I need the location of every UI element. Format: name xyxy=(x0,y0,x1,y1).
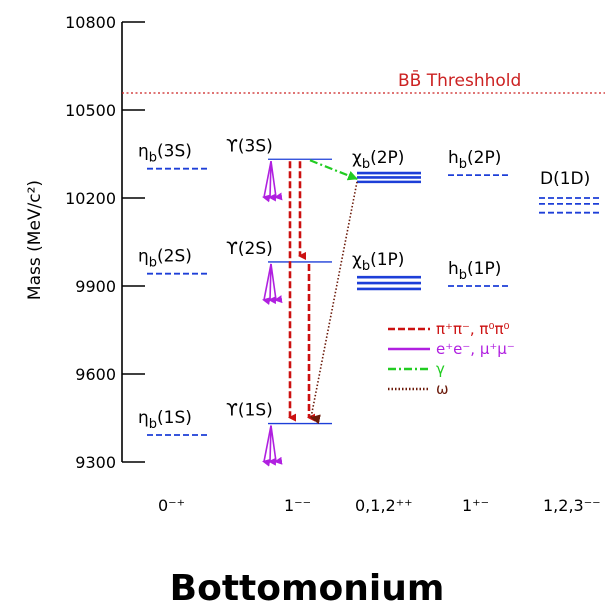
transition-leptonic-0-1 xyxy=(268,161,277,202)
transition-leptonic-0-0 xyxy=(262,161,272,203)
transition-chib2P-1S-omega xyxy=(310,181,358,425)
diagram-title: Bottomonium xyxy=(170,568,445,609)
y-axis-label: Mass (MeV/c²) xyxy=(25,180,45,300)
y-tick-label-10500: 10500 xyxy=(65,101,116,120)
label-etab_1S: ηb(1S) xyxy=(138,408,192,432)
legend-label-2: γ xyxy=(436,360,445,378)
energy-levels xyxy=(147,158,601,436)
label-hb_2P: hb(2P) xyxy=(448,148,501,172)
transitions xyxy=(262,159,358,467)
jpc-label-2: 0,1,2⁺⁺ xyxy=(355,496,413,515)
transition-3S-chib2P-gamma xyxy=(309,159,358,181)
transition-leptonic-2-2 xyxy=(270,425,283,465)
legend-label-3: ω xyxy=(436,380,449,398)
jpc-label-0: 0⁻⁺ xyxy=(158,496,185,515)
y-tick-label-9600: 9600 xyxy=(75,365,116,384)
y-tick-label-9300: 9300 xyxy=(75,453,116,472)
label-etab_2S: ηb(2S) xyxy=(138,247,192,271)
y-tick-label-9900: 9900 xyxy=(75,277,116,296)
jpc-label-3: 1⁺⁻ xyxy=(462,496,489,515)
jpc-labels: 0⁻⁺ 1⁻⁻ 0,1,2⁺⁺ 1⁺⁻ 1,2,3⁻⁻ xyxy=(158,496,601,515)
transition-leptonic-0-2 xyxy=(270,161,283,201)
jpc-label-1: 1⁻⁻ xyxy=(284,496,311,515)
threshold-label: BB̄ Threshhold xyxy=(398,69,521,91)
y-tick-label-10800: 10800 xyxy=(65,13,116,32)
transition-leptonic-2-0 xyxy=(262,425,272,467)
legend: π⁺π⁻, π⁰π⁰ e⁺e⁻, μ⁺μ⁻ γω xyxy=(388,320,515,398)
jpc-label-4: 1,2,3⁻⁻ xyxy=(543,496,601,515)
label-ups_2S: ϒ(2S) xyxy=(226,239,273,259)
label-ups_1S: ϒ(1S) xyxy=(226,401,273,421)
state-labels: ηb(3S) ηb(2S) ηb(1S) ϒ(3S) ϒ(2S) ϒ(1S) χb(2P) χ… xyxy=(138,136,590,432)
legend-label-0: π⁺π⁻, π⁰π⁰ xyxy=(436,320,510,338)
label-chib_2P: χb(2P) xyxy=(352,148,404,172)
label-chib_1P: χb(1P) xyxy=(352,250,404,274)
legend-label-1: e⁺e⁻, μ⁺μ⁻ xyxy=(436,340,515,358)
transition-leptonic-1-0 xyxy=(262,263,272,306)
transition-leptonic-1-2 xyxy=(270,263,283,304)
y-axis-ticks: 9300 9600 9900 10200 10500 10800 xyxy=(65,13,145,472)
label-etab_3S: ηb(3S) xyxy=(138,142,192,166)
y-tick-label-10200: 10200 xyxy=(65,189,116,208)
label-ups_3S: ϒ(3S) xyxy=(226,136,273,156)
label-D_1D: D(1D) xyxy=(540,169,590,189)
transition-leptonic-1-1 xyxy=(268,263,277,305)
label-hb_1P: hb(1P) xyxy=(448,259,501,283)
transition-leptonic-2-1 xyxy=(268,425,277,466)
